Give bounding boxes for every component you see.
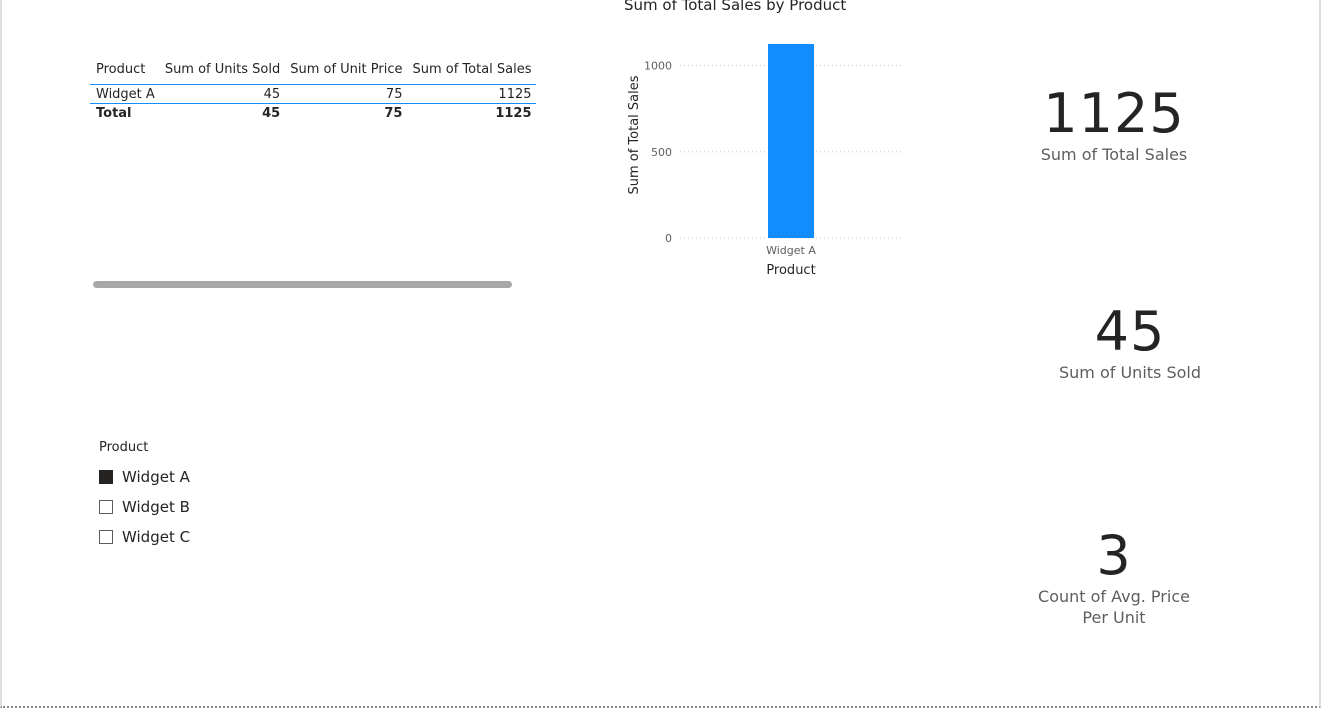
bar[interactable] (768, 44, 814, 238)
x-axis-title: Product (766, 263, 815, 278)
x-tick-label: Widget A (766, 244, 816, 257)
slicer-item-widget-c[interactable]: Widget C (94, 522, 294, 552)
bar-chart-svg: 0 500 1000 Widget A Product Sum of Total Sale… (627, 44, 902, 278)
cell-units-sold: 45 (263, 87, 281, 102)
horizontal-scrollbar[interactable] (93, 281, 512, 288)
y-tick-label: 500 (651, 146, 672, 159)
product-slicer: Product Widget A Widget B Widget C (94, 440, 294, 560)
column-header-units-sold[interactable]: Sum of Units Sold (164, 62, 281, 77)
card-label: Sum of Units Sold (1058, 363, 1201, 382)
total-unit-price: 75 (284, 103, 407, 122)
slicer-item-label: Widget A (122, 468, 190, 486)
card-value: 3 (1096, 524, 1132, 587)
card-label: Sum of Total Sales (1040, 145, 1188, 164)
total-units-sold: 45 (158, 103, 285, 122)
card-count-avg-price[interactable]: 3 Count of Avg. Price Per Unit (1004, 526, 1224, 628)
card-value: 1125 (1043, 82, 1185, 145)
checkbox-unchecked-icon[interactable] (99, 500, 113, 514)
y-axis-title: Sum of Total Sales (627, 75, 642, 194)
slicer-item-label: Widget C (122, 528, 191, 546)
slicer-item-widget-b[interactable]: Widget B (94, 492, 294, 522)
cell-total-sales: 1125 (498, 87, 532, 102)
data-table: Product Sum of Units Sold Sum of Unit Pr… (90, 58, 536, 122)
y-tick-label: 0 (665, 232, 672, 245)
card-value: 45 (1094, 300, 1166, 363)
checkbox-unchecked-icon[interactable] (99, 530, 113, 544)
table-header-row: Product Sum of Units Sold Sum of Unit Pr… (90, 58, 536, 85)
slicer-item-widget-a[interactable]: Widget A (94, 462, 294, 492)
cell-product: Widget A (96, 87, 155, 102)
column-header-unit-price[interactable]: Sum of Unit Price (290, 62, 403, 77)
table-row[interactable]: Widget A 45 75 1125 (90, 85, 536, 104)
card-units-sold[interactable]: 45 Sum of Units Sold (1020, 302, 1240, 383)
bar-chart-visual[interactable]: Sum of Total Sales by Product 0 500 1000 Wi… (614, 0, 914, 290)
chart-title: Sum of Total Sales by Product (624, 0, 847, 14)
y-tick-label: 1000 (644, 60, 672, 73)
cell-unit-price: 75 (385, 87, 403, 102)
card-label: Count of Avg. Price Per Unit (1038, 587, 1190, 627)
table-total-row: Total 45 75 1125 (90, 103, 536, 122)
table-visual[interactable]: Product Sum of Units Sold Sum of Unit Pr… (90, 58, 536, 294)
column-header-product[interactable]: Product (96, 62, 146, 77)
total-label: Total (90, 103, 159, 122)
column-header-total-sales[interactable]: Sum of Total Sales (412, 62, 532, 77)
card-total-sales[interactable]: 1125 Sum of Total Sales (1004, 84, 1224, 165)
slicer-item-label: Widget B (122, 498, 190, 516)
total-total-sales: 1125 (406, 103, 536, 122)
slicer-title: Product (99, 440, 149, 455)
checkbox-checked-icon[interactable] (99, 470, 113, 484)
